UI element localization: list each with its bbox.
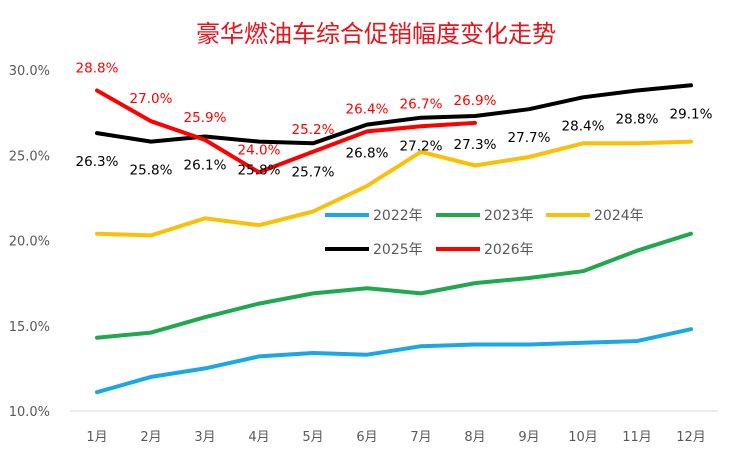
- legend-label: 2023年: [484, 208, 534, 224]
- data-labels: 26.3% 25.8% 26.1% 25.8% 25.7% 26.8% 27.2% 27.3%…: [76, 60, 713, 180]
- y-tick-label: 30.0%: [9, 64, 50, 79]
- x-tick-label: 10月: [568, 430, 598, 445]
- x-tick-label: 3月: [194, 430, 215, 445]
- data-label: 26.3%: [76, 154, 119, 170]
- x-tick-label: 4月: [248, 430, 269, 445]
- legend-label: 2022年: [373, 208, 423, 224]
- legend-label: 2025年: [373, 242, 423, 258]
- data-label: 25.9%: [184, 110, 227, 126]
- x-tick-label: 11月: [622, 430, 652, 445]
- x-tick-label: 8月: [464, 430, 485, 445]
- data-label: 25.2%: [292, 122, 335, 138]
- legend-label: 2024年: [594, 208, 644, 224]
- x-tick-label: 7月: [410, 430, 431, 445]
- chart-title: 豪华燃油车综合促销幅度变化走势: [196, 20, 556, 48]
- data-label: 27.0%: [130, 91, 173, 107]
- series-lines: [95, 83, 693, 395]
- x-tick-label: 12月: [676, 430, 706, 445]
- data-label: 28.8%: [616, 111, 659, 127]
- data-label: 25.8%: [130, 163, 173, 179]
- y-tick-label: 10.0%: [9, 405, 50, 420]
- data-label: 28.8%: [76, 60, 119, 76]
- data-label: 26.4%: [346, 101, 389, 117]
- x-tick-label: 2月: [140, 430, 161, 445]
- x-tick-label: 9月: [518, 430, 539, 445]
- data-label: 26.9%: [454, 93, 497, 109]
- data-label: 29.1%: [670, 106, 713, 122]
- y-tick-label: 15.0%: [9, 320, 50, 335]
- data-label: 27.7%: [508, 130, 551, 146]
- y-tick-label: 25.0%: [9, 149, 50, 164]
- legend: 2022年 2023年 2024年 2025年 2026年: [325, 208, 644, 258]
- axes: 10.0% 15.0% 20.0% 25.0% 30.0% 1月 2月 3月 4月 5月 6月 7月 8…: [9, 64, 718, 445]
- data-label: 27.3%: [454, 137, 497, 153]
- data-label: 28.4%: [562, 118, 605, 134]
- y-tick-label: 20.0%: [9, 235, 50, 250]
- x-tick-label: 5月: [302, 430, 323, 445]
- x-tick-label: 6月: [356, 430, 377, 445]
- data-label: 26.1%: [184, 157, 227, 173]
- data-label: 25.7%: [292, 164, 335, 180]
- legend-label: 2026年: [484, 242, 534, 258]
- series-line: [95, 88, 477, 175]
- data-label: 24.0%: [238, 142, 281, 158]
- data-label: 27.2%: [400, 139, 443, 155]
- data-label: 26.7%: [400, 96, 443, 112]
- data-label: 25.8%: [238, 163, 281, 179]
- x-tick-label: 1月: [86, 430, 107, 445]
- series-line: [95, 231, 693, 340]
- data-label: 26.8%: [346, 146, 389, 162]
- series-line: [95, 327, 693, 395]
- series-line: [95, 139, 693, 238]
